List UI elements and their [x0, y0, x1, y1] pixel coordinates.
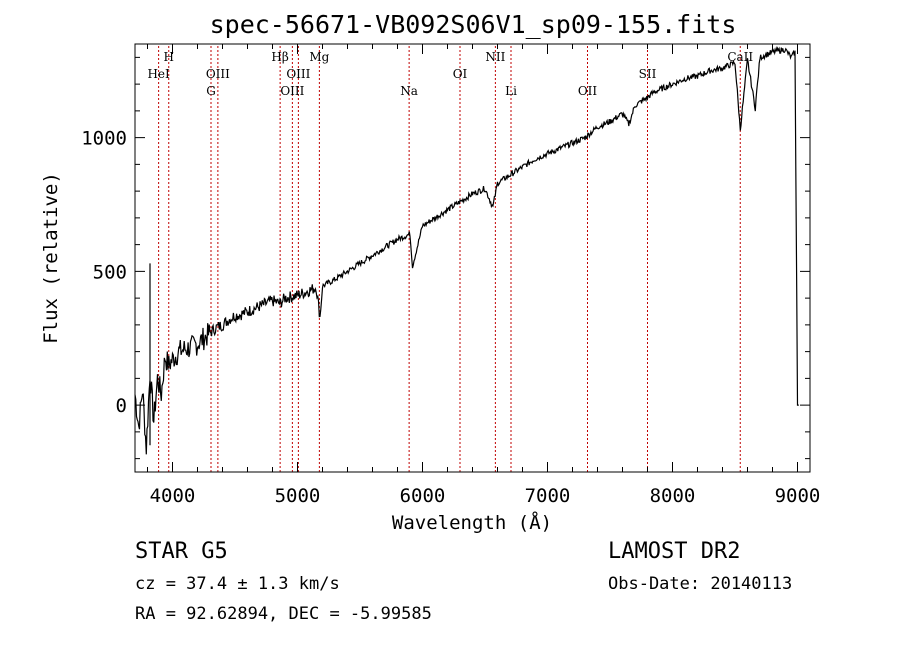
line-label: SII — [639, 67, 657, 81]
plot-frame — [134, 43, 811, 473]
coordinates: RA = 92.62894, DEC = -5.99585 — [135, 604, 432, 624]
line-label: OIII — [286, 67, 310, 81]
line-label: HeI — [147, 67, 170, 81]
x-tick-label: 7000 — [525, 485, 571, 507]
survey-name: LAMOST DR2 — [608, 539, 741, 564]
x-tick-label: 5000 — [275, 485, 321, 507]
x-tick-label: 9000 — [775, 485, 821, 507]
redshift-text: cz = 37.4 ± 1.3 km/s — [135, 574, 340, 594]
line-label: Na — [400, 84, 418, 98]
y-tick-label: 500 — [93, 261, 127, 283]
line-label: OII — [578, 84, 598, 98]
x-tick-label: 8000 — [650, 485, 696, 507]
line-label: OIII — [280, 84, 304, 98]
line-label: Mg — [309, 50, 329, 64]
axis-ticks: 4000 5000 6000 7000 8000 9000 0 500 1000 — [81, 44, 820, 507]
line-label: G — [206, 84, 216, 98]
line-label: Li — [505, 84, 517, 98]
chart-title: spec-56671-VB092S06V1_sp09-155.fits — [210, 10, 737, 39]
x-tick-label: 6000 — [400, 485, 446, 507]
y-tick-label: 0 — [116, 395, 127, 417]
line-label: OI — [453, 67, 468, 81]
line-label: H — [164, 50, 174, 64]
line-label: NII — [485, 50, 505, 64]
spectrum-series — [134, 45, 799, 455]
x-tick-label: 4000 — [150, 485, 196, 507]
obs-date: Obs-Date: 20140113 — [608, 574, 793, 594]
y-tick-label: 1000 — [81, 128, 127, 150]
x-axis-label: Wavelength (Å) — [392, 511, 552, 534]
spectrum-line — [134, 45, 799, 455]
y-axis-label: Flux (relative) — [40, 172, 62, 344]
object-class: STAR G5 — [135, 539, 228, 564]
line-label: OIII — [206, 67, 230, 81]
line-label: Hβ — [271, 50, 288, 64]
